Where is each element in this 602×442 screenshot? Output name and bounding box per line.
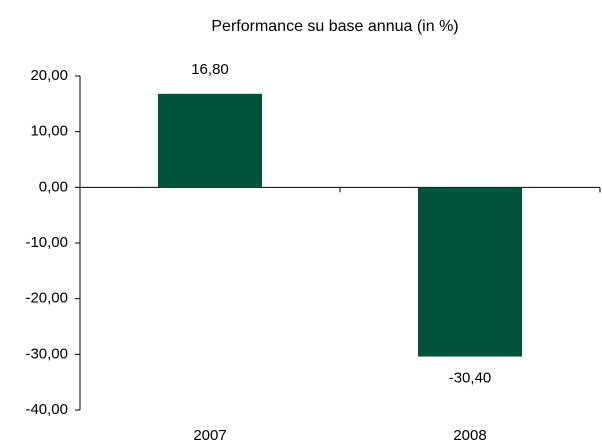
bar [418, 187, 522, 357]
x-tick-label: 2007 [193, 427, 226, 442]
y-tick-label: 10,00 [30, 123, 68, 140]
y-tick-label: -40,00 [25, 401, 68, 418]
data-label: -30,40 [449, 370, 492, 387]
chart-title: Performance su base annua (in %) [211, 18, 458, 35]
y-tick-label: -20,00 [25, 290, 68, 307]
x-tick-label: 2008 [453, 427, 486, 442]
y-tick-label: 20,00 [30, 67, 68, 84]
y-tick-label: 0,00 [39, 178, 68, 195]
y-tick-label: -30,00 [25, 345, 68, 362]
data-label: 16,80 [191, 61, 229, 78]
y-tick-label: -10,00 [25, 234, 68, 251]
bar [158, 93, 262, 188]
